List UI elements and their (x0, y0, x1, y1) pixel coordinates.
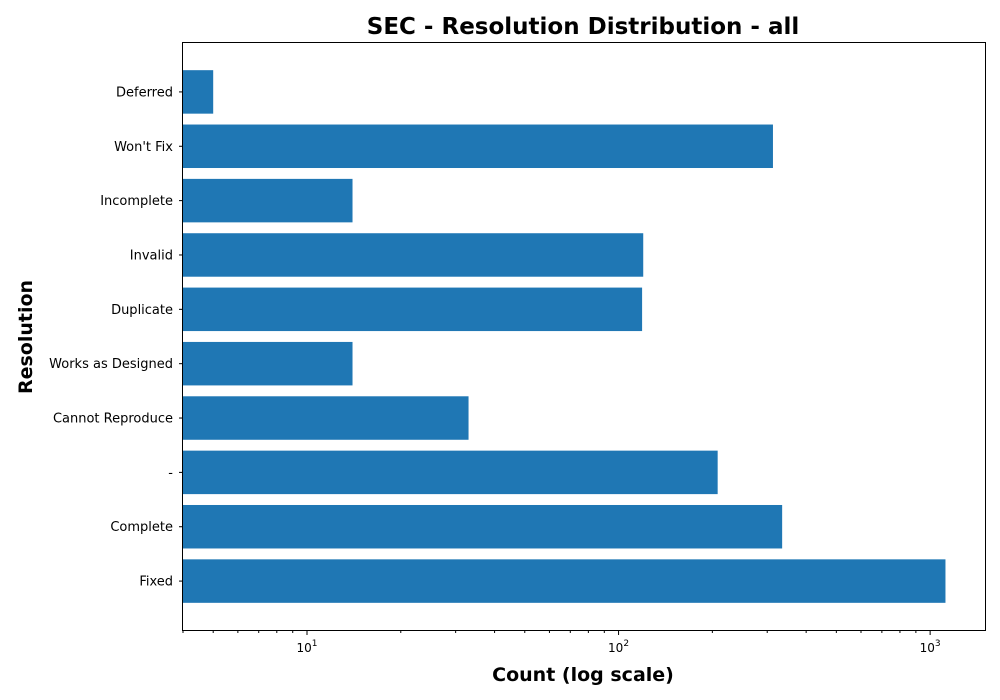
x-axis: 101 102 103 (182, 630, 941, 655)
chart-title: SEC - Resolution Distribution - all (367, 14, 799, 40)
y-tick-label-2: - (168, 466, 173, 481)
y-tick-label-8: Won't Fix (114, 140, 173, 155)
y-tick-label-9: Deferred (116, 85, 173, 100)
y-axis: Fixed Complete - Cannot Reproduce Works as D… (49, 85, 183, 590)
bar-3 (183, 396, 469, 440)
x-axis-label: Count (log scale) (492, 664, 674, 686)
x-tick-label-1: 102 (608, 639, 629, 655)
y-tick-label-6: Invalid (130, 248, 173, 263)
bar-7 (183, 178, 353, 223)
bar-9 (183, 70, 214, 114)
bar-5 (183, 287, 643, 332)
bar-1 (183, 504, 783, 549)
x-tick-label-0: 101 (296, 639, 317, 655)
bar-2 (183, 450, 718, 495)
y-tick-label-1: Complete (110, 520, 173, 535)
y-tick-label-3: Cannot Reproduce (53, 412, 173, 427)
x-tick-label-2: 103 (920, 639, 941, 655)
bar-0 (183, 559, 946, 603)
bars-group (183, 70, 946, 603)
plot-frame (182, 42, 986, 631)
y-tick-label-4: Works as Designed (49, 357, 173, 372)
y-tick-label-0: Fixed (139, 575, 173, 590)
y-tick-label-7: Incomplete (100, 194, 173, 209)
bar-8 (183, 124, 773, 169)
bar-4 (183, 341, 353, 386)
y-axis-label: Resolution (15, 280, 37, 394)
bar-6 (183, 233, 644, 277)
y-tick-label-5: Duplicate (111, 303, 173, 318)
